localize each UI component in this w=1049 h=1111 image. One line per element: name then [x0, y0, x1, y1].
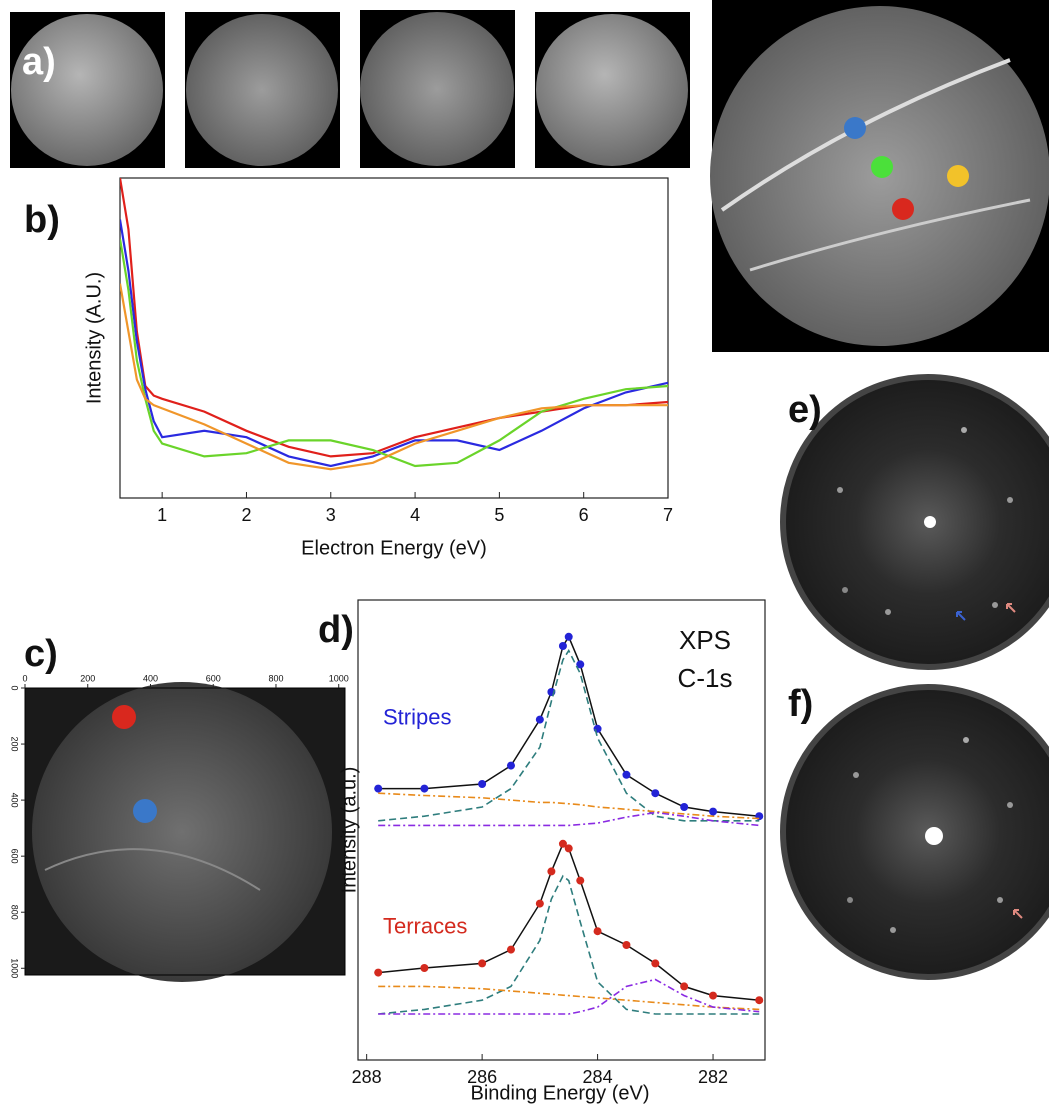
data-point [594, 725, 602, 733]
data-point [709, 992, 717, 1000]
panel-label: c) [24, 633, 58, 675]
x-tick-label: 800 [268, 673, 283, 683]
series-line [378, 986, 759, 1009]
y-tick-label: 600 [10, 849, 20, 864]
data-point [478, 780, 486, 788]
data-point [651, 959, 659, 967]
data-point [622, 941, 630, 949]
series-line [120, 178, 668, 456]
x-tick-label: 7 [663, 505, 673, 525]
x-tick-label: 5 [494, 505, 504, 525]
x-tick-label: 3 [326, 505, 336, 525]
x-tick-label: 1 [157, 505, 167, 525]
panel-c-image [25, 682, 345, 982]
data-point [559, 642, 567, 650]
leed-images [783, 377, 1049, 977]
panel-label: f) [788, 683, 813, 725]
data-point [478, 959, 486, 967]
annotation: XPS [679, 625, 731, 655]
data-point [547, 867, 555, 875]
series-line [120, 220, 668, 466]
data-point [755, 996, 763, 1004]
data-point [507, 762, 515, 770]
y-axis-label: Intensity (A.U.) [83, 272, 105, 404]
panel-label: d) [318, 609, 354, 651]
x-axis-label: Binding Energy (eV) [471, 1082, 650, 1104]
data-point [594, 927, 602, 935]
panel-label: e) [788, 389, 822, 431]
y-tick-label: 1000 [10, 958, 20, 978]
y-tick-label: 200 [10, 737, 20, 752]
panel-label: a) [22, 41, 56, 83]
data-point [374, 785, 382, 793]
data-point [651, 789, 659, 797]
y-axis-label: Intensity (a.u.) [338, 767, 360, 894]
x-tick-label: 4 [410, 505, 420, 525]
x-tick-label: 400 [143, 673, 158, 683]
series-line [120, 284, 668, 470]
series-label: Terraces [383, 913, 467, 938]
y-tick-label: 800 [10, 905, 20, 920]
data-point [420, 964, 428, 972]
x-tick-label: 200 [80, 673, 95, 683]
plot-frame [120, 178, 668, 498]
figure: a) e) f) b) 1 2 3 4 5 6 7 Electron Energy (eV) In… [0, 0, 1049, 1106]
data-point [565, 633, 573, 641]
series-line [378, 980, 759, 1015]
data-point [680, 803, 688, 811]
x-tick-label: 0 [22, 673, 27, 683]
data-point [536, 716, 544, 724]
data-point [507, 946, 515, 954]
data-point [622, 771, 630, 779]
data-point [709, 808, 717, 816]
y-tick-label: 0 [10, 685, 20, 690]
x-tick-label: 1000 [329, 673, 349, 683]
series-line [378, 876, 759, 1014]
panel-label: b) [24, 199, 60, 241]
x-tick-label: 600 [206, 673, 221, 683]
y-tick-label: 400 [10, 793, 20, 808]
x-axis-label: Electron Energy (eV) [301, 537, 487, 559]
data-point [680, 982, 688, 990]
data-point [536, 900, 544, 908]
data-point [420, 785, 428, 793]
x-tick-label: 6 [579, 505, 589, 525]
data-point [576, 877, 584, 885]
panel-a-images [10, 0, 1049, 352]
x-tick-label: 288 [352, 1067, 382, 1087]
x-tick-label: 2 [241, 505, 251, 525]
x-tick-label: 282 [698, 1067, 728, 1087]
data-point [565, 844, 573, 852]
annotation: C-1s [678, 663, 733, 693]
series-label: Stripes [383, 704, 451, 729]
data-point [374, 969, 382, 977]
